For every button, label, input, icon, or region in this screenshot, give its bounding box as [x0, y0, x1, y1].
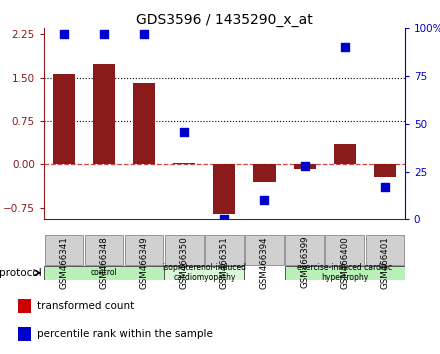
Text: GSM466348: GSM466348: [99, 236, 109, 289]
Text: control: control: [91, 268, 117, 277]
Text: GSM466394: GSM466394: [260, 236, 269, 289]
FancyBboxPatch shape: [366, 235, 404, 265]
Bar: [93, 64, 115, 165]
Bar: [18, 327, 31, 341]
FancyBboxPatch shape: [164, 266, 245, 280]
Bar: [293, 165, 315, 169]
Bar: [53, 74, 75, 165]
Text: protocol: protocol: [0, 268, 42, 278]
Point: [341, 45, 348, 50]
Text: GSM466341: GSM466341: [59, 236, 69, 289]
Text: percentile rank within the sample: percentile rank within the sample: [37, 329, 213, 339]
Point: [181, 129, 188, 135]
Bar: [334, 144, 356, 165]
Text: GSM466399: GSM466399: [300, 236, 309, 289]
Bar: [173, 163, 195, 165]
Text: GSM466401: GSM466401: [380, 236, 389, 289]
FancyBboxPatch shape: [285, 235, 324, 265]
FancyBboxPatch shape: [45, 235, 83, 265]
Text: transformed count: transformed count: [37, 301, 135, 311]
Bar: [133, 83, 155, 165]
Point: [101, 31, 108, 37]
Text: exercise-induced cardiac
hypertrophy: exercise-induced cardiac hypertrophy: [297, 263, 392, 282]
FancyBboxPatch shape: [285, 266, 405, 280]
Point: [221, 217, 228, 222]
Text: GSM466349: GSM466349: [140, 236, 149, 289]
Text: GSM466351: GSM466351: [220, 236, 229, 289]
Point: [261, 198, 268, 203]
FancyBboxPatch shape: [205, 235, 244, 265]
Point: [301, 163, 308, 169]
FancyBboxPatch shape: [245, 235, 284, 265]
Bar: [18, 299, 31, 313]
Bar: [213, 165, 235, 214]
Text: GSM466350: GSM466350: [180, 236, 189, 289]
Point: [141, 31, 148, 37]
Text: GSM466400: GSM466400: [340, 236, 349, 289]
Text: isoproterenol-induced
cardiomyopathy: isoproterenol-induced cardiomyopathy: [162, 263, 246, 282]
FancyBboxPatch shape: [125, 235, 164, 265]
FancyBboxPatch shape: [44, 266, 164, 280]
Title: GDS3596 / 1435290_x_at: GDS3596 / 1435290_x_at: [136, 13, 313, 27]
Point: [61, 31, 68, 37]
FancyBboxPatch shape: [326, 235, 364, 265]
Point: [381, 184, 388, 190]
FancyBboxPatch shape: [85, 235, 123, 265]
FancyBboxPatch shape: [165, 235, 204, 265]
Bar: [253, 165, 275, 182]
Bar: [374, 165, 396, 177]
